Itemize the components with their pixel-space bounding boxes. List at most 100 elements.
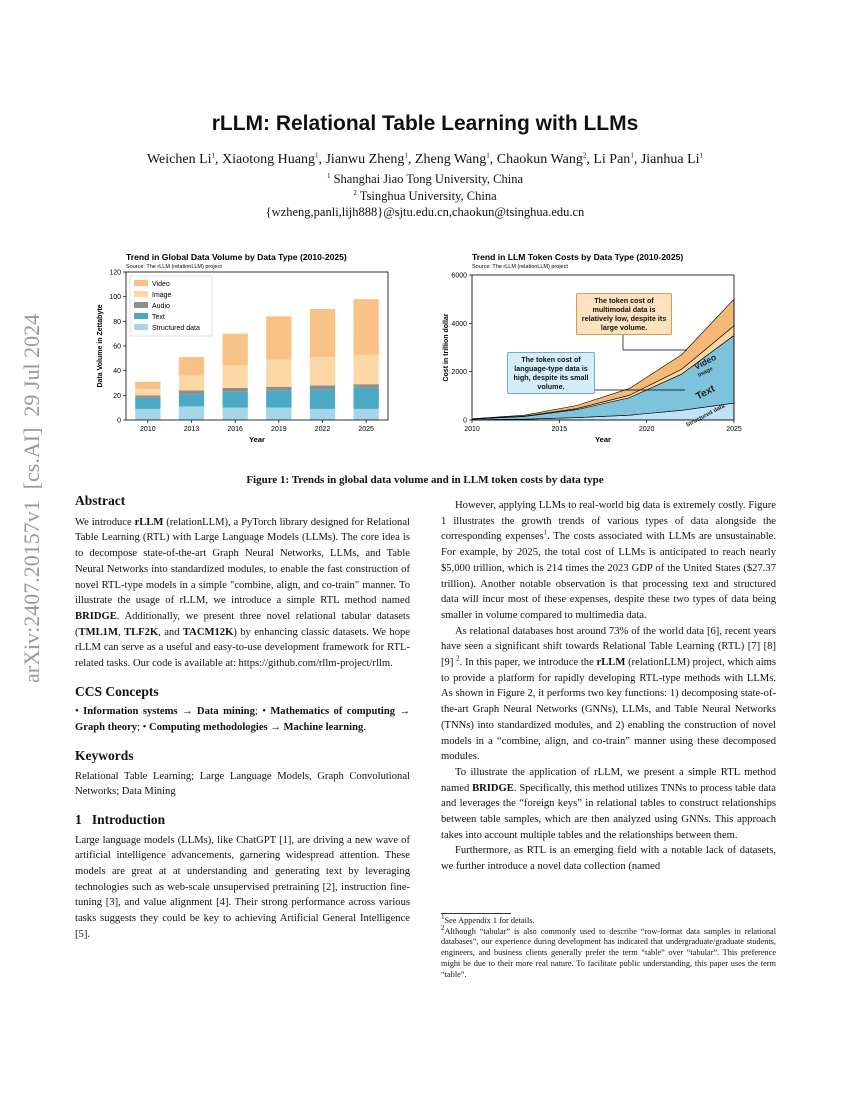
section-heading: 1 Introduction: [75, 812, 410, 828]
bar-segment: [178, 394, 205, 407]
paragraph: Furthermore, as RTL is an emerging field…: [441, 845, 776, 873]
bar-segment: [266, 407, 292, 420]
annotation-arrow: [622, 332, 687, 351]
affiliation: 2 Tsinghua University, China: [0, 188, 850, 205]
x-tick-label: 2010: [140, 426, 156, 433]
x-axis-label: Year: [595, 435, 611, 444]
y-tick-label: 4000: [451, 321, 467, 328]
bar-segment: [353, 384, 379, 388]
bar-segment: [222, 333, 248, 366]
bar-segment: [222, 387, 248, 392]
text: (relationLLM), a PyTorch library designe…: [75, 516, 410, 607]
text: Computing methodologies → Machine learni…: [149, 722, 364, 734]
x-tick-label: 2025: [726, 426, 742, 433]
y-tick-label: 6000: [451, 273, 467, 280]
affiliation-mark: 1: [486, 151, 490, 160]
footnote: 2Although “tabular” is also commonly use…: [441, 923, 776, 981]
x-tick-label: 2019: [271, 426, 287, 433]
text: BRIDGE: [75, 610, 117, 622]
affiliation-mark: 1: [404, 151, 408, 160]
x-tick-label: 2010: [464, 426, 480, 433]
footnote-mark: 2: [441, 923, 445, 932]
annotation: The token cost of language-type data is …: [507, 352, 595, 394]
figure-caption: Figure 1: Trends in global data volume a…: [246, 474, 604, 486]
legend-label: Image: [152, 292, 172, 299]
chart-title: Trend in LLM Token Costs by Data Type (2…: [472, 252, 683, 262]
author-name: Jianwu Zheng: [325, 152, 405, 167]
author-name: Chaokun Wang: [496, 152, 583, 167]
legend-swatch: [134, 280, 148, 286]
bar-segment: [353, 354, 379, 385]
bar-segment: [266, 386, 292, 391]
text: •: [75, 706, 84, 718]
bar-segment: [135, 397, 161, 409]
chart-title: Trend in Global Data Volume by Data Type…: [126, 252, 347, 262]
text: We introduce: [75, 516, 135, 528]
author-name: Jianhua Li: [640, 152, 700, 167]
text: Introduction: [91, 811, 166, 827]
bar-segment: [353, 387, 379, 409]
author-name: Xiaotong Huang: [222, 152, 315, 167]
bar-segment: [178, 375, 205, 391]
affiliation-mark: 1: [699, 151, 704, 160]
y-tick-label: 80: [113, 319, 121, 326]
y-axis-label: Data Volume in Zettabyte: [97, 304, 104, 387]
text: . The costs associated with LLMs are uns…: [441, 531, 776, 621]
affiliation-mark: 1: [630, 151, 634, 160]
keywords: Relational Table Learning; Large Languag…: [75, 770, 410, 798]
y-axis-label: Cost in trillion dollar: [443, 313, 450, 381]
section-heading: CCS Concepts: [75, 683, 159, 699]
left-column: Abstract We introduce rLLM (relationLLM)…: [75, 493, 410, 943]
x-tick-label: 2016: [227, 426, 243, 433]
affiliation-mark: 1: [326, 171, 331, 180]
legend-label: Text: [152, 314, 165, 321]
affiliation-mark: 1: [314, 151, 319, 160]
author-name: Zheng Wang: [414, 152, 487, 167]
bar-segment: [178, 406, 205, 420]
paragraph: Large language models (LLMs), like ChatG…: [75, 834, 410, 940]
chart-volume: Trend in Global Data Volume by Data Type…: [97, 252, 389, 444]
x-tick-label: 2025: [358, 426, 374, 433]
plot-frame: [125, 271, 389, 421]
x-tick-label: 2020: [639, 426, 655, 433]
bar-segment: [353, 299, 379, 355]
text: Mathematics of computing → Graph theory: [75, 706, 411, 734]
chart-cost: Trend in LLM Token Costs by Data Type (2…: [443, 252, 742, 444]
x-tick-label: 2015: [552, 426, 568, 433]
text: rLLM: [596, 657, 626, 669]
text: However, applying LLMs to real-world big…: [441, 500, 776, 543]
bar-segment: [309, 357, 336, 386]
text: ; •: [137, 722, 150, 734]
section-heading: Keywords: [75, 747, 134, 763]
title: rLLM: Relational Table Learning with LLM…: [211, 112, 639, 135]
bar-segment: [309, 309, 336, 358]
bar-segment: [309, 408, 336, 420]
paragraph: As relational databases host around 73% …: [441, 624, 776, 765]
legend-label: Video: [152, 281, 170, 288]
text: TLF2K: [124, 626, 159, 638]
text: Information systems → Data mining: [83, 706, 255, 718]
footnote-ref: 1: [543, 528, 548, 537]
y-tick-label: 100: [109, 294, 121, 301]
text: To illustrate the application of rLLM, w…: [441, 766, 776, 794]
y-tick-label: 40: [113, 368, 121, 375]
legend-swatch: [134, 291, 148, 297]
text: .: [363, 722, 366, 734]
plot-frame: [471, 274, 735, 421]
legend-swatch: [134, 313, 148, 319]
x-axis-label: Year: [249, 435, 265, 444]
text: As relational databases host around 73% …: [441, 625, 776, 669]
chart-subtitle: Source: The rLLM (relationLLM) project: [126, 264, 222, 270]
bar-segment: [178, 357, 205, 376]
y-tick-label: 20: [113, 393, 121, 400]
legend-swatch: [134, 302, 148, 308]
bar-segment: [222, 407, 248, 420]
email: {wzheng,panli,lijh888}@sjtu.edu.cn,chaok…: [265, 205, 585, 219]
affiliation-mark: 2: [582, 151, 587, 160]
text: BRIDGE: [472, 782, 514, 794]
text: . Additionally, we present three novel r…: [75, 610, 410, 638]
right-column: However, applying LLMs to real-world big…: [441, 498, 776, 875]
affiliation: 1 Shanghai Jiao Tong University, China: [0, 171, 850, 188]
text: (relationLLM) project, which aims to pro…: [441, 657, 776, 763]
